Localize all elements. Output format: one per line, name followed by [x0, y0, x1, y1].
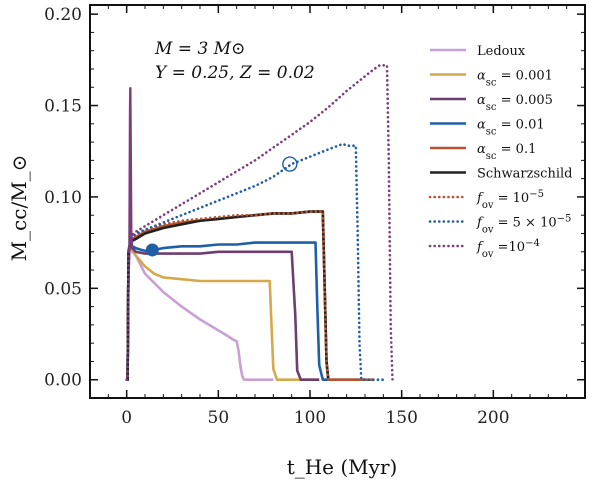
y-axis-label: M_cc/M_⊙: [7, 155, 31, 262]
series-line-5: [126, 210, 330, 381]
initial-spike: [128, 87, 134, 252]
series-line-2: [126, 243, 320, 381]
y-tick-label: 0.10: [44, 188, 82, 208]
plot-border: [89, 4, 586, 399]
series-line-6: [125, 210, 330, 381]
series-line-8: [125, 64, 394, 381]
legend: Ledoux αsc = 0.001 αsc = 0.005 αsc = 0.01 αs…: [428, 44, 572, 260]
legend-label: αsc = 0.01: [477, 118, 545, 138]
annotation-mass: M = 3 M⊙: [154, 39, 245, 59]
legend-label: Schwarzschild: [477, 167, 572, 182]
legend-label: αsc = 0.1: [477, 142, 536, 162]
legend-label: Ledoux: [477, 44, 526, 59]
y-tick-label: 0.20: [44, 5, 82, 25]
legend-label: fov = 10−5: [476, 189, 544, 211]
plot-frame: [89, 4, 586, 399]
series-layer: [125, 64, 394, 381]
series-line-1: [126, 246, 320, 381]
y-axis: 0.00 0.05 0.10 0.15 0.20: [44, 5, 585, 391]
x-tick-label: 100: [294, 408, 326, 428]
series-line-3: [126, 241, 365, 381]
y-tick-label: 0.05: [44, 279, 82, 299]
x-tick-label: 150: [385, 408, 417, 428]
x-axis: 0 50 100 150 200: [107, 5, 568, 428]
series-line-4: [126, 210, 375, 381]
series-line-7: [125, 142, 385, 381]
legend-label: fov =10−4: [476, 238, 540, 260]
annotation-composition: Y = 0.25, Z = 0.02: [155, 63, 315, 83]
x-tick-label: 50: [208, 408, 230, 428]
x-tick-label: 0: [121, 408, 132, 428]
x-axis-label: t_He (Myr): [287, 455, 398, 479]
marker-filled: [145, 243, 159, 257]
y-tick-label: 0.15: [44, 97, 82, 117]
x-tick-label: 200: [477, 408, 509, 428]
legend-label: fov = 5 × 10−5: [476, 213, 571, 235]
y-tick-label: 0.00: [44, 371, 82, 391]
marker-open: [282, 156, 298, 172]
markers-layer: [145, 156, 298, 257]
legend-label: αsc = 0.001: [477, 69, 553, 89]
legend-label: αsc = 0.005: [477, 93, 553, 113]
